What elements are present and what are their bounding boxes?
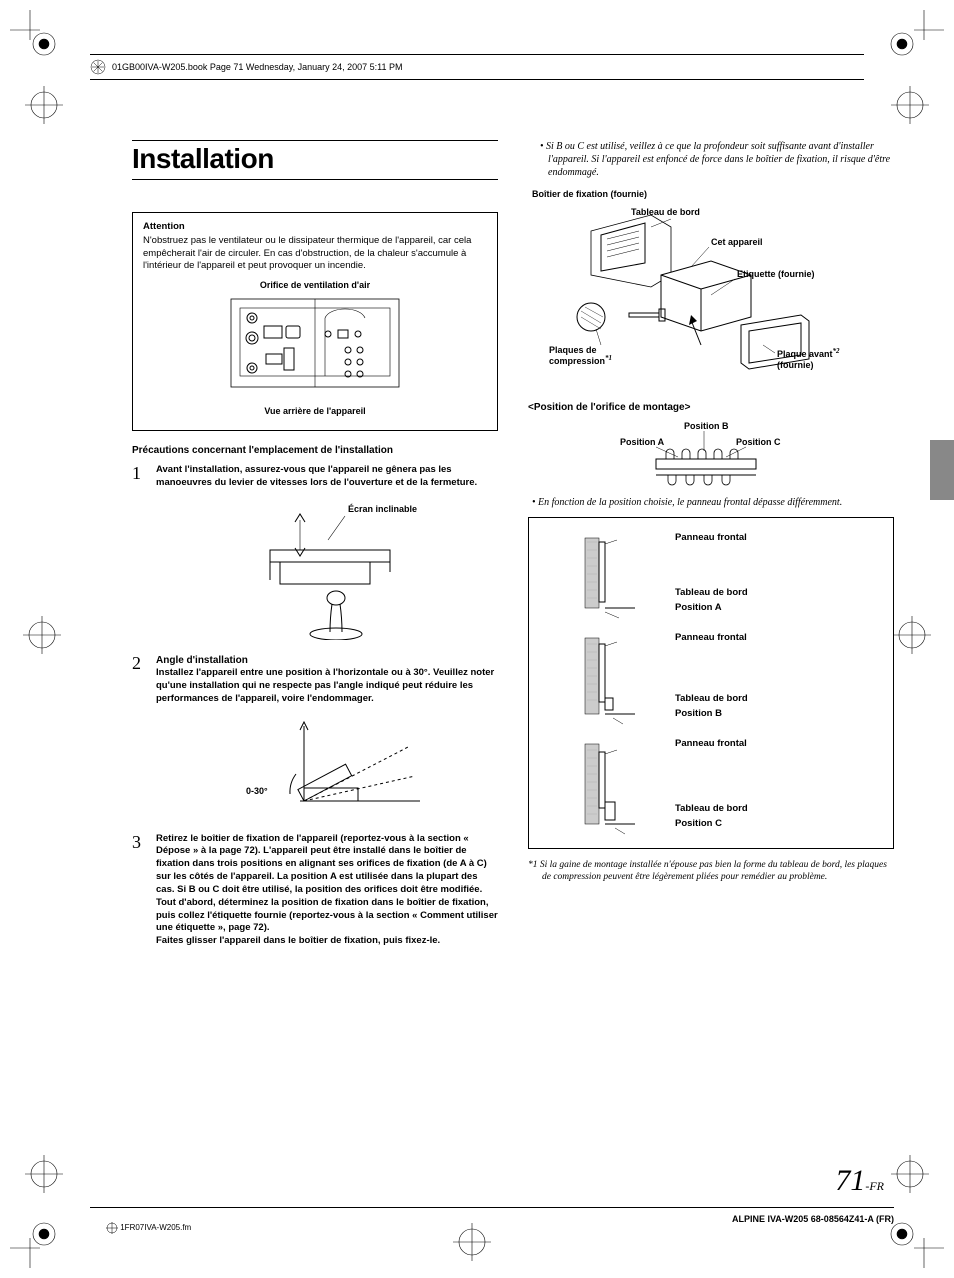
step-3-body: Retirez le boîtier de fixation de l'appa… xyxy=(156,833,498,948)
angle-diagram: 0-30° xyxy=(172,716,498,819)
step-2-title: Angle d'installation xyxy=(156,654,498,668)
svg-text:Position A: Position A xyxy=(620,437,665,447)
pos-c-dash: Tableau de bord xyxy=(675,803,748,814)
pos-b-dash: Tableau de bord xyxy=(675,693,748,704)
attention-body: N'obstruez pas le ventilateur ou le diss… xyxy=(143,235,487,272)
svg-text:Plaque avant*2: Plaque avant*2 xyxy=(777,347,840,359)
pos-c-label: Position C xyxy=(675,818,748,829)
step-2-text: Installez l'appareil entre une position … xyxy=(156,667,494,704)
pos-a-row: Panneau frontal Tableau de bord Position… xyxy=(575,532,887,622)
content-area: Installation Attention N'obstruez pas le… xyxy=(132,140,894,958)
step-1-body: Avant l'installation, assurez-vous que l… xyxy=(156,464,498,490)
step-3: 3 Retirez le boîtier de fixation de l'ap… xyxy=(132,833,498,948)
file-name-text: 1FR07IVA-W205.fm xyxy=(120,1223,191,1232)
rear-caption: Vue arrière de l'appareil xyxy=(143,406,487,418)
svg-text:compression*1: compression*1 xyxy=(549,354,612,366)
note-mid: • En fonction de la position choisie, le… xyxy=(540,496,894,509)
target-icon xyxy=(106,1222,118,1234)
step-1-num: 1 xyxy=(132,464,146,490)
pos-b-label: Position B xyxy=(675,708,748,719)
page-num-suffix: -FR xyxy=(865,1179,884,1193)
file-name: 1FR07IVA-W205.fm xyxy=(106,1222,191,1234)
svg-text:0-30°: 0-30° xyxy=(246,786,268,796)
position-labels-row: Position B Position A Position C xyxy=(528,417,894,490)
pos-a-label: Position A xyxy=(675,602,748,613)
step-3-num: 3 xyxy=(132,833,146,948)
svg-text:Plaques de: Plaques de xyxy=(549,345,597,355)
right-column: • Si B ou C est utilisé, veillez à ce qu… xyxy=(528,140,894,958)
svg-text:Tableau de bord: Tableau de bord xyxy=(631,207,700,217)
page-number: 71-FR xyxy=(835,1164,884,1198)
left-column: Installation Attention N'obstruez pas le… xyxy=(132,140,498,958)
svg-text:Position C: Position C xyxy=(736,437,781,447)
svg-text:Etiquette (fournie): Etiquette (fournie) xyxy=(737,269,815,279)
section-title: Installation xyxy=(132,140,498,180)
footnote-1: *1 Si la gaine de montage installée n'ép… xyxy=(528,859,894,884)
step-1: 1 Avant l'installation, assurez-vous que… xyxy=(132,464,498,490)
tilt-diagram: Écran inclinable xyxy=(162,500,498,640)
vent-caption: Orifice de ventilation d'air xyxy=(143,280,487,292)
attention-title: Attention xyxy=(143,221,487,233)
step-3-p3: Faites glisser l'appareil dans le boîtie… xyxy=(156,935,440,946)
step-2: 2 Angle d'installation Installez l'appar… xyxy=(132,654,498,706)
page-header: 01GB00IVA-W205.book Page 71 Wednesday, J… xyxy=(90,54,864,80)
mount-hole-title: <Position de l'orifice de montage> xyxy=(528,402,894,413)
pos-a-front: Panneau frontal xyxy=(675,532,748,543)
exploded-diagram: Tableau de bord Cet appareil Etiquette (… xyxy=(528,205,894,388)
step-2-body: Angle d'installation Installez l'apparei… xyxy=(156,654,498,706)
book-icon xyxy=(90,59,106,75)
page-num-value: 71 xyxy=(835,1164,865,1197)
step-3-p2: Tout d'abord, déterminez la position de … xyxy=(156,897,498,934)
rear-view-diagram xyxy=(143,298,487,392)
doc-id: ALPINE IVA-W205 68-08564Z41-A (FR) xyxy=(732,1214,894,1224)
sleeve-label: Boîtier de fixation (fournie) xyxy=(532,189,894,199)
tilt-label: Écran inclinable xyxy=(348,504,417,514)
pos-c-front: Panneau frontal xyxy=(675,738,748,749)
note-top: • Si B ou C est utilisé, veillez à ce qu… xyxy=(548,140,894,179)
precautions-heading: Précautions concernant l'emplacement de … xyxy=(132,445,498,456)
header-text: 01GB00IVA-W205.book Page 71 Wednesday, J… xyxy=(112,62,403,72)
svg-text:Cet appareil: Cet appareil xyxy=(711,237,763,247)
pos-b-row: Panneau frontal Tableau de bord Position… xyxy=(575,632,887,728)
position-diagrams-box: Panneau frontal Tableau de bord Position… xyxy=(528,517,894,849)
svg-text:(fournie): (fournie) xyxy=(777,360,814,370)
side-tab xyxy=(930,440,954,500)
pos-a-dash: Tableau de bord xyxy=(675,587,748,598)
footer-bar: ALPINE IVA-W205 68-08564Z41-A (FR) xyxy=(90,1207,894,1224)
pos-b-front: Panneau frontal xyxy=(675,632,748,643)
pos-c-row: Panneau frontal Tableau de bord Position… xyxy=(575,738,887,838)
attention-box: Attention N'obstruez pas le ventilateur … xyxy=(132,212,498,431)
svg-text:Position B: Position B xyxy=(684,421,729,431)
step-2-num: 2 xyxy=(132,654,146,706)
step-3-p1: Retirez le boîtier de fixation de l'appa… xyxy=(156,833,487,895)
